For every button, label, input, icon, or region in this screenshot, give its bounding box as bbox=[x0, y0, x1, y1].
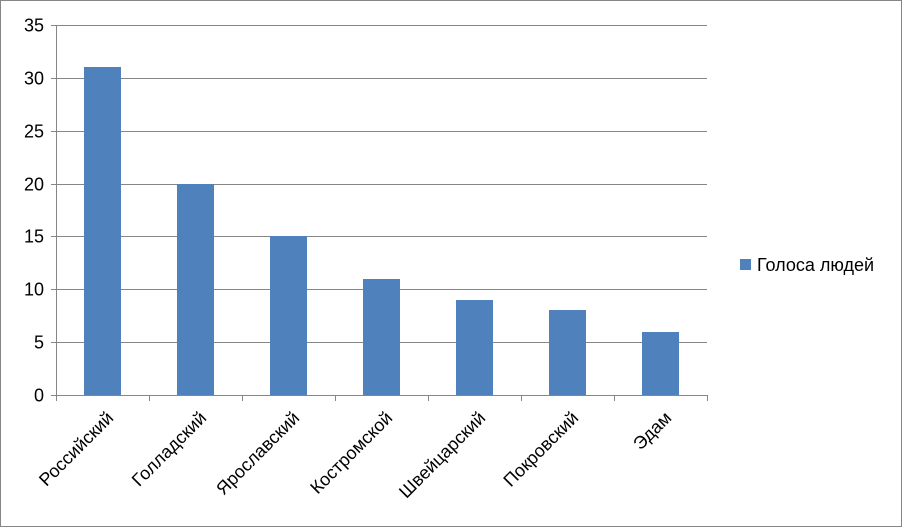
bar bbox=[84, 67, 121, 395]
bar bbox=[270, 236, 307, 395]
x-tick-label: Покровский bbox=[499, 408, 582, 491]
y-tick-label: 15 bbox=[24, 227, 44, 247]
y-tick-label: 25 bbox=[24, 122, 44, 142]
y-tick-label: 20 bbox=[24, 175, 44, 195]
x-tick-label: Российский bbox=[35, 408, 117, 490]
y-tick-label: 30 bbox=[24, 69, 44, 89]
bars bbox=[84, 67, 679, 395]
y-tick-labels: 0 5 10 15 20 25 30 35 bbox=[24, 16, 44, 406]
x-tick-label: Эдам bbox=[629, 408, 675, 454]
bar bbox=[363, 279, 400, 395]
bar bbox=[177, 184, 214, 395]
y-tick-label: 35 bbox=[24, 16, 44, 36]
bar bbox=[456, 300, 493, 395]
bar bbox=[642, 332, 679, 395]
y-tick-label: 5 bbox=[34, 333, 44, 353]
y-tick-label: 0 bbox=[34, 386, 44, 406]
gridlines bbox=[56, 25, 707, 343]
y-tick-label: 10 bbox=[24, 280, 44, 300]
legend-swatch bbox=[740, 259, 751, 270]
legend: Голоса людей bbox=[740, 255, 874, 275]
legend-label: Голоса людей bbox=[757, 255, 874, 275]
axes bbox=[51, 25, 708, 401]
bar bbox=[549, 310, 586, 395]
x-tick-labels: Российский Голладский Ярославский Костромск… bbox=[35, 408, 675, 502]
x-tick-label: Костромской bbox=[306, 408, 396, 498]
x-tick-label: Голладский bbox=[128, 408, 210, 490]
x-tick-label: Ярославский bbox=[212, 408, 303, 499]
x-tick-label: Швейцарский bbox=[395, 408, 489, 502]
